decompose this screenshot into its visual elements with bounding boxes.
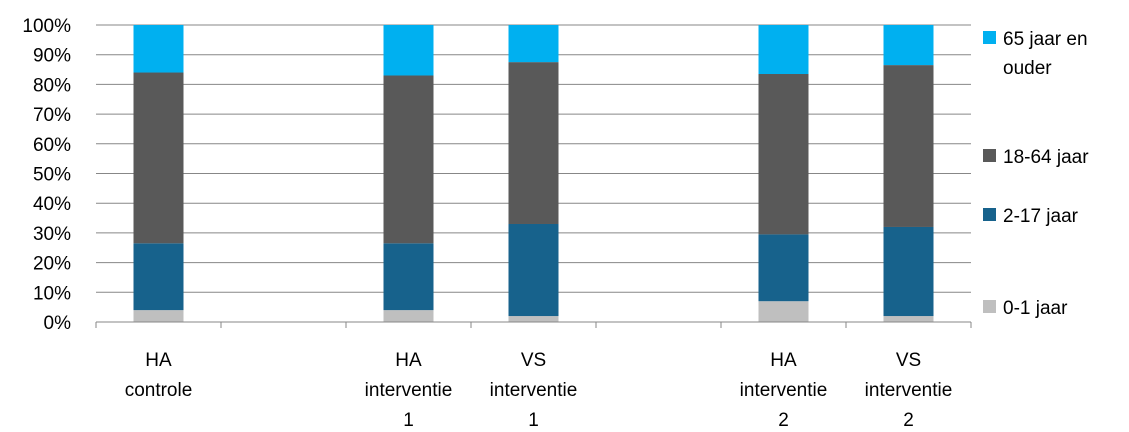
x-category-label: VS interventie 2: [865, 350, 953, 431]
x-category-label: VS interventie 1: [490, 350, 578, 431]
x-axis: HA controle HA interventie 1 VS interventie 1 HA…: [95, 321, 972, 431]
bar-segment: [133, 72, 184, 244]
bar-segment: [758, 25, 809, 75]
y-tick-label: 90%: [33, 46, 71, 67]
legend-swatch: [983, 300, 996, 313]
x-category-label: HA interventie 1: [365, 350, 453, 431]
legend-swatch: [983, 208, 996, 221]
legend-swatch: [983, 149, 996, 162]
bar-segment: [508, 316, 559, 322]
bar-segment: [383, 25, 434, 76]
bar-segment: [758, 234, 809, 302]
y-tick-label: 100%: [22, 16, 71, 37]
y-tick-label: 10%: [33, 283, 71, 304]
bar-segment: [383, 310, 434, 322]
y-tick-label: 80%: [33, 75, 71, 96]
y-tick-label: 30%: [33, 224, 71, 245]
bar-segment: [883, 65, 934, 227]
legend-label: 2-17 jaar: [1003, 206, 1079, 227]
y-tick-label: 20%: [33, 254, 71, 275]
legend-label: 18-64 jaar: [1003, 147, 1089, 168]
y-tick-label: 40%: [33, 194, 71, 215]
bar-segment: [508, 223, 559, 317]
x-category-label: HA controle: [125, 350, 193, 401]
x-category-label: HA interventie 2: [740, 350, 828, 431]
bar-segment: [133, 310, 184, 322]
legend-label: 65 jaar en ouder: [1003, 29, 1088, 79]
y-tick-label: 50%: [33, 165, 71, 186]
bar-segment: [883, 25, 934, 66]
y-tick-label: 0%: [44, 313, 72, 334]
legend-label: 0-1 jaar: [1003, 298, 1068, 319]
y-axis: 0% 10% 20% 30% 40% 50% 60% 70% 80% 90% 100%: [22, 16, 71, 334]
bar-segment: [758, 74, 809, 235]
y-tick-label: 70%: [33, 105, 71, 126]
legend-swatch: [983, 31, 996, 44]
bar-segment: [508, 62, 559, 224]
bars: [133, 25, 934, 322]
bar-segment: [383, 75, 434, 244]
bar-segment: [758, 301, 809, 322]
y-tick-label: 60%: [33, 135, 71, 156]
bar-segment: [883, 316, 934, 322]
bar-segment: [383, 243, 434, 311]
bar-segment: [883, 226, 934, 317]
bar-segment: [133, 243, 184, 311]
bar-segment: [508, 25, 559, 63]
bar-segment: [133, 25, 184, 73]
legend: 65 jaar en ouder 18-64 jaar 2-17 jaar 0-1 ja…: [983, 29, 1089, 319]
